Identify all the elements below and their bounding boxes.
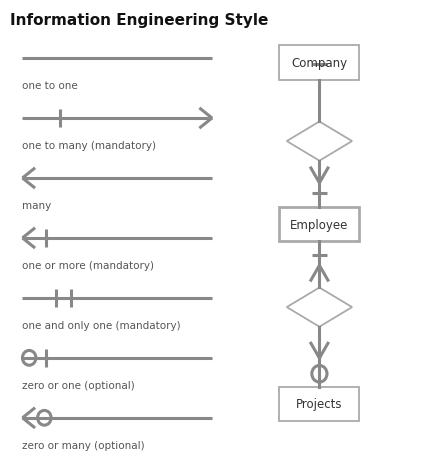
Text: zero or one (optional): zero or one (optional) (22, 380, 135, 390)
Bar (279, 46, 360, 81)
Text: Company: Company (291, 57, 348, 70)
Text: one to many (mandatory): one to many (mandatory) (22, 141, 156, 151)
Text: one to one: one to one (22, 81, 78, 91)
Text: one or more (mandatory): one or more (mandatory) (22, 261, 154, 270)
Text: zero or many (optional): zero or many (optional) (22, 440, 145, 450)
Text: many: many (22, 200, 52, 211)
Text: one and only one (mandatory): one and only one (mandatory) (22, 320, 181, 330)
Text: Information Engineering Style: Information Engineering Style (10, 13, 268, 28)
Bar (279, 207, 360, 242)
Text: Employee: Employee (290, 218, 349, 231)
Bar (279, 387, 360, 421)
Text: Projects: Projects (296, 398, 343, 411)
